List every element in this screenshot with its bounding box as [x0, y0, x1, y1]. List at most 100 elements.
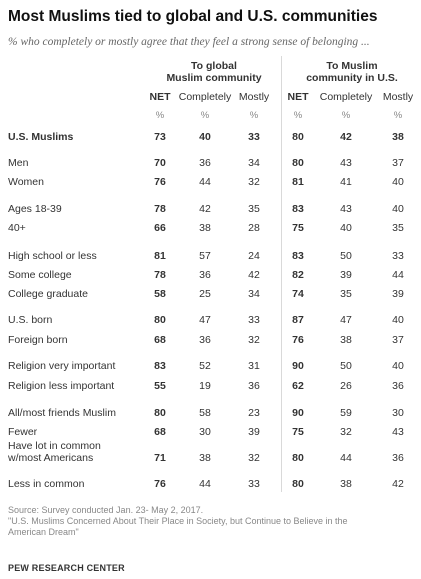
row-label: High school or less — [8, 250, 97, 262]
table-cell: 38 — [199, 222, 211, 234]
table-cell: 87 — [292, 314, 304, 326]
table-cell: 40 — [392, 176, 404, 188]
table-cell: 42 — [392, 478, 404, 490]
table-cell: 19 — [199, 380, 211, 392]
table-cell: 57 — [199, 250, 211, 262]
table-cell: 59 — [340, 407, 352, 419]
table-cell: 32 — [340, 426, 352, 438]
percent-sign: % — [293, 110, 303, 121]
group-header-us-line2: community in U.S. — [306, 72, 398, 84]
table-cell: 33 — [248, 131, 260, 143]
table-cell: 37 — [392, 334, 404, 346]
table-cell: 33 — [248, 314, 260, 326]
table-cell: 55 — [154, 380, 166, 392]
table-cell: 39 — [392, 288, 404, 300]
table-cell: 78 — [154, 203, 166, 215]
table-cell: 47 — [340, 314, 352, 326]
table-cell: 32 — [248, 176, 260, 188]
table-cell: 50 — [340, 360, 352, 372]
brand-footer: PEW RESEARCH CENTER — [8, 563, 125, 573]
table-cell: 81 — [292, 176, 304, 188]
row-label: Have lot in common w/most Americans — [8, 440, 145, 464]
table-cell: 34 — [248, 288, 260, 300]
table-cell: 44 — [199, 176, 211, 188]
group-header-global-line1: To global — [191, 60, 237, 72]
table-cell: 38 — [392, 131, 404, 143]
table-cell: 58 — [199, 407, 211, 419]
table-cell: 75 — [292, 222, 304, 234]
row-label: 40+ — [8, 222, 26, 234]
group-header-global: To global Muslim community — [145, 60, 283, 86]
table-cell: 30 — [392, 407, 404, 419]
column-header-net: NET — [149, 91, 171, 103]
table-cell: 35 — [392, 222, 404, 234]
table-cell: 66 — [154, 222, 166, 234]
table-cell: 78 — [154, 269, 166, 281]
percent-sign: % — [249, 110, 259, 121]
table-cell: 25 — [199, 288, 211, 300]
table-cell: 50 — [340, 250, 352, 262]
row-label: Women — [8, 176, 44, 188]
column-header-completely: Completely — [178, 91, 232, 103]
table-cell: 36 — [392, 380, 404, 392]
table-cell: 76 — [292, 334, 304, 346]
table-cell: 35 — [248, 203, 260, 215]
table-cell: 44 — [199, 478, 211, 490]
percent-sign: % — [200, 110, 210, 121]
table-cell: 47 — [199, 314, 211, 326]
table-cell: 39 — [248, 426, 260, 438]
percent-sign: % — [393, 110, 403, 121]
table-cell: 40 — [199, 131, 211, 143]
table-cell: 40 — [392, 203, 404, 215]
table-cell: 40 — [392, 314, 404, 326]
table-cell: 36 — [199, 157, 211, 169]
table-cell: 80 — [292, 157, 304, 169]
table-cell: 44 — [340, 452, 352, 464]
table-cell: 42 — [199, 203, 211, 215]
chart-subtitle: % who completely or mostly agree that th… — [8, 36, 370, 48]
table-cell: 80 — [154, 314, 166, 326]
table-cell: 43 — [392, 426, 404, 438]
source-line: "U.S. Muslims Concerned About Their Plac… — [8, 516, 348, 526]
table-cell: 35 — [340, 288, 352, 300]
source-line: Source: Survey conducted Jan. 23- May 2,… — [8, 505, 204, 515]
row-label: U.S. born — [8, 314, 53, 326]
table-cell: 83 — [292, 250, 304, 262]
table-cell: 90 — [292, 407, 304, 419]
table-cell: 24 — [248, 250, 260, 262]
table-cell: 68 — [154, 334, 166, 346]
table-cell: 23 — [248, 407, 260, 419]
table-cell: 70 — [154, 157, 166, 169]
table-cell: 34 — [248, 157, 260, 169]
row-label: Ages 18-39 — [8, 203, 62, 215]
table-cell: 32 — [248, 334, 260, 346]
row-label: All/most friends Muslim — [8, 407, 116, 419]
table-cell: 38 — [340, 478, 352, 490]
table-cell: 52 — [199, 360, 211, 372]
table-cell: 28 — [248, 222, 260, 234]
table-cell: 82 — [292, 269, 304, 281]
row-label: Foreign born — [8, 334, 68, 346]
table-cell: 39 — [340, 269, 352, 281]
group-divider — [281, 56, 282, 492]
table-cell: 41 — [340, 176, 352, 188]
row-label: Men — [8, 157, 29, 169]
group-header-global-line2: Muslim community — [166, 72, 262, 84]
row-label: U.S. Muslims — [8, 131, 74, 143]
percent-sign: % — [155, 110, 165, 121]
table-cell: 62 — [292, 380, 304, 392]
column-header-mostly: Mostly — [382, 91, 414, 103]
table-cell: 42 — [340, 131, 352, 143]
table-cell: 42 — [248, 269, 260, 281]
column-header-net: NET — [287, 91, 309, 103]
table-cell: 31 — [248, 360, 260, 372]
table-cell: 73 — [154, 131, 166, 143]
table-cell: 83 — [292, 203, 304, 215]
table-cell: 36 — [199, 334, 211, 346]
table-cell: 76 — [154, 176, 166, 188]
table-cell: 38 — [199, 452, 211, 464]
table-cell: 33 — [248, 478, 260, 490]
table-cell: 30 — [199, 426, 211, 438]
column-header-mostly: Mostly — [238, 91, 270, 103]
table-cell: 80 — [292, 131, 304, 143]
